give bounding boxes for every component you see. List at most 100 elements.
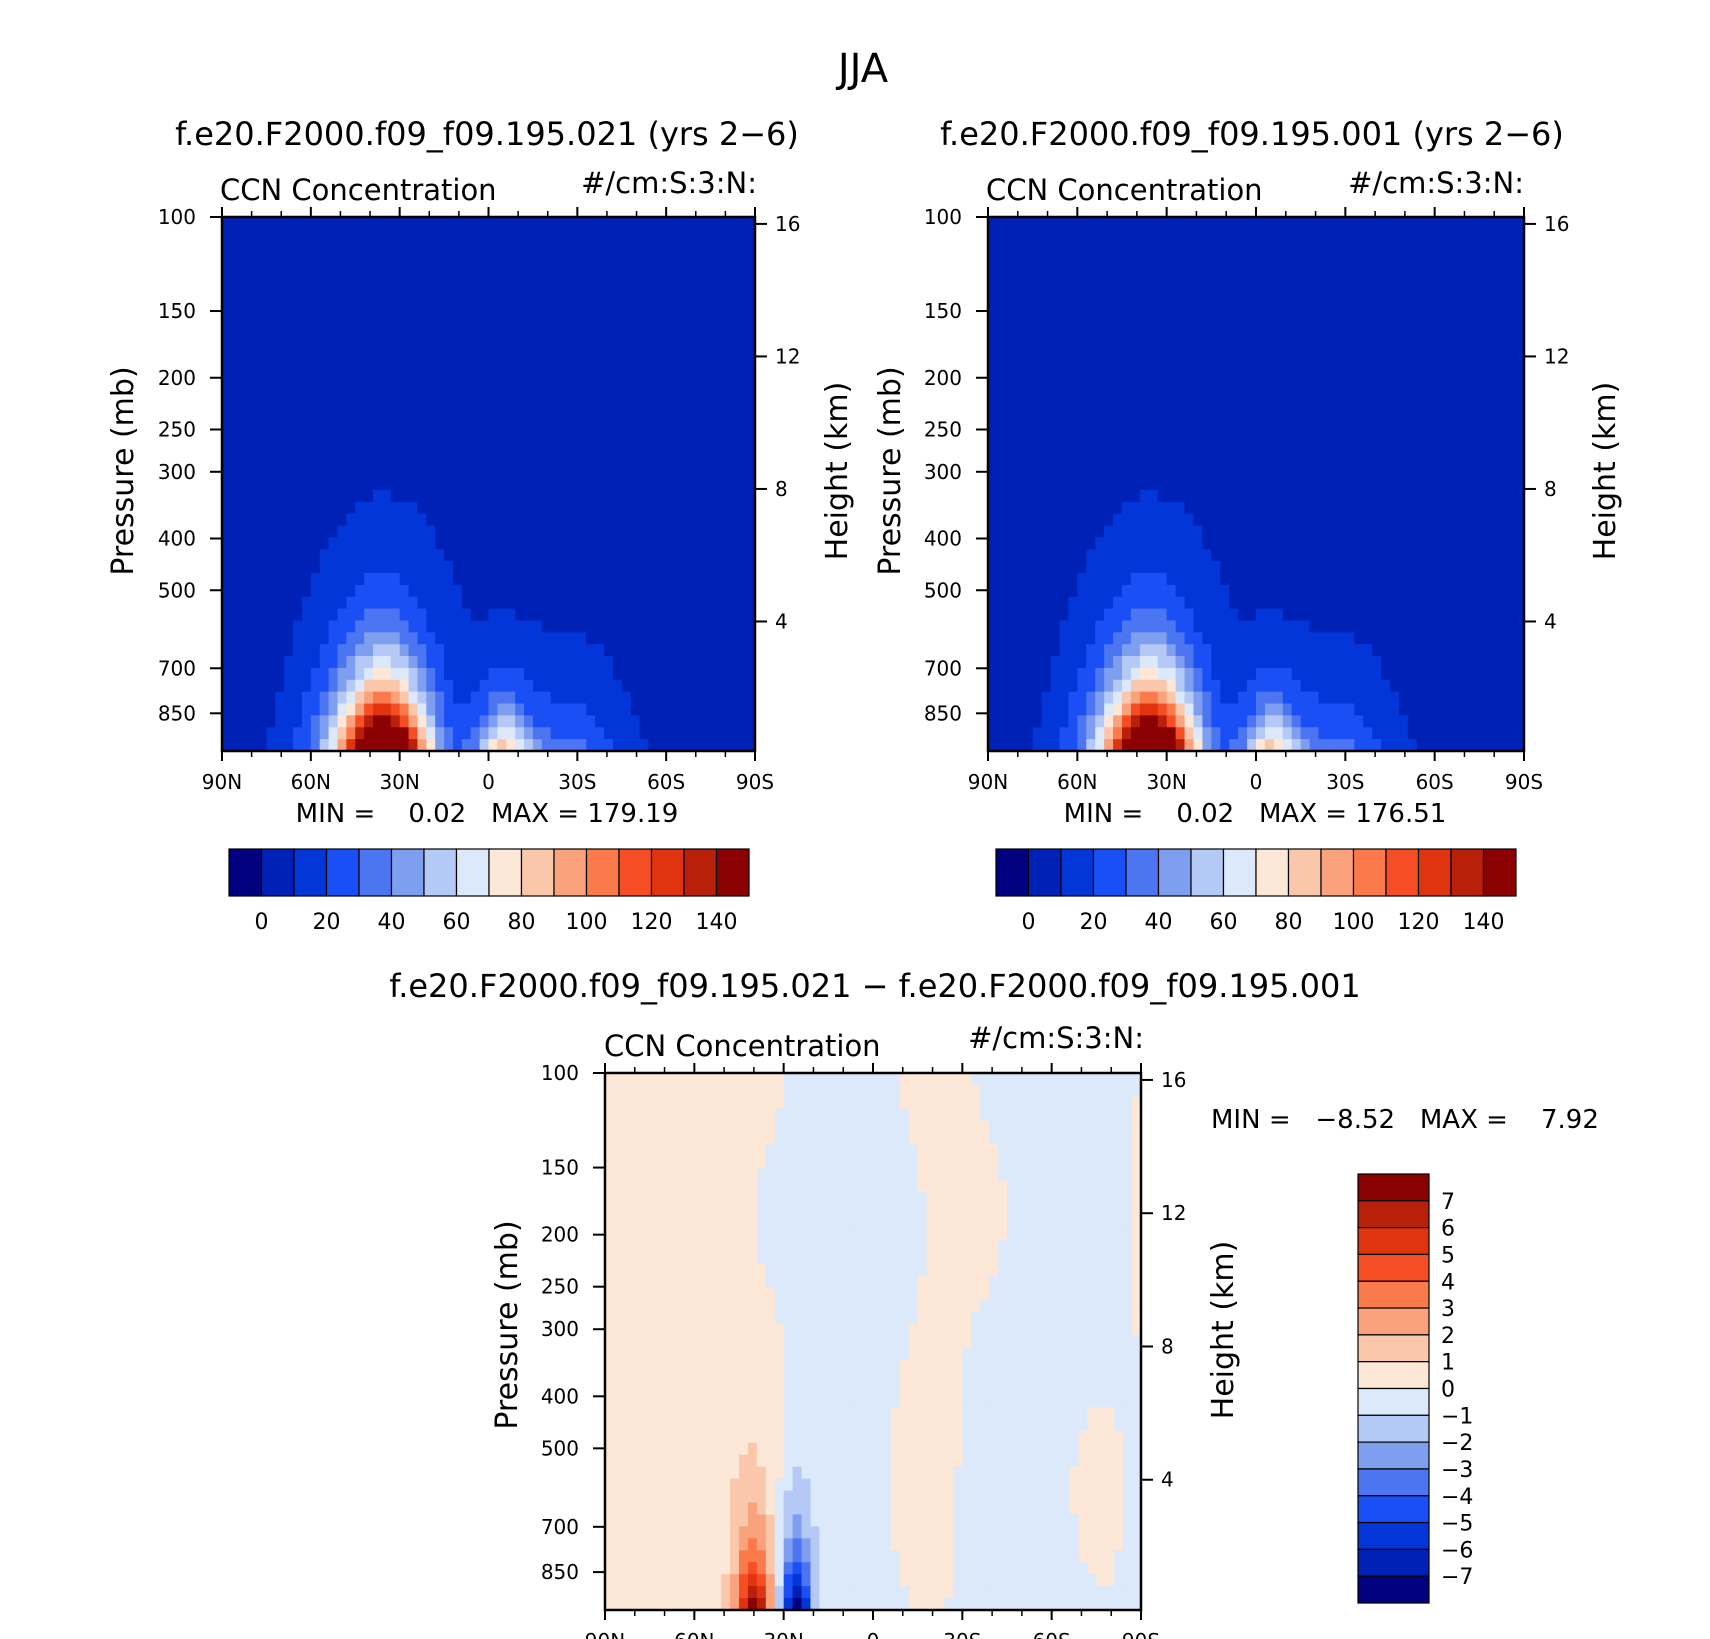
field-cell [1372, 596, 1382, 610]
field-cell [524, 501, 534, 515]
field-cell [746, 228, 756, 242]
field-cell [568, 656, 578, 669]
field-cell [1363, 359, 1373, 372]
field-cell [230, 739, 241, 752]
field-cell [444, 335, 454, 349]
field-cell [559, 620, 570, 633]
field-cell [1220, 489, 1230, 503]
field-cell [710, 264, 721, 277]
field-cell [1416, 228, 1427, 242]
field-cell [381, 252, 392, 266]
field-cell [301, 359, 312, 372]
field-cell [408, 525, 419, 538]
field-cell [1104, 359, 1114, 372]
field-cell [1291, 620, 1302, 633]
field-cell [337, 537, 347, 550]
field-cell [1202, 596, 1212, 610]
field-cell [1095, 478, 1105, 491]
field-cell [737, 335, 747, 349]
field-cell [1336, 608, 1346, 622]
field-cell [1050, 406, 1061, 420]
field-cell [639, 252, 649, 266]
field-cell [461, 311, 472, 325]
field-cell [390, 620, 401, 633]
field-cell [1202, 418, 1212, 432]
field-cell [1416, 240, 1427, 254]
field-cell [586, 335, 596, 349]
field-cell [666, 454, 676, 467]
field-cell [328, 596, 339, 610]
field-cell [1193, 596, 1203, 610]
field-cell [497, 240, 507, 254]
field-cell [1434, 430, 1445, 444]
field-cell [470, 620, 481, 633]
field-cell [1202, 288, 1212, 301]
field-cell [1336, 240, 1346, 254]
field-cell [1336, 252, 1346, 266]
field-cell [1166, 300, 1177, 313]
field-cell [390, 300, 401, 313]
field-cell [1148, 620, 1159, 633]
field-cell [1407, 549, 1418, 562]
field-cell [1318, 466, 1329, 479]
field-cell [524, 715, 534, 728]
field-cell [1032, 418, 1043, 432]
field-cell [408, 632, 419, 645]
field-cell [1515, 596, 1525, 610]
field-cell [1050, 573, 1061, 586]
field-cell [1005, 276, 1016, 289]
field-cell [230, 715, 241, 728]
field-cell [1327, 537, 1337, 550]
field-cell [1130, 430, 1141, 444]
field-cell [346, 679, 356, 693]
field-cell [1452, 584, 1463, 598]
field-cell [248, 311, 259, 325]
field-cell [239, 739, 250, 752]
field-cell [1372, 537, 1382, 550]
field-cell [988, 513, 998, 527]
field-cell [988, 573, 998, 586]
field-cell [1184, 300, 1195, 313]
field-cell [710, 549, 721, 562]
field-cell [1256, 335, 1266, 349]
field-cell [239, 513, 250, 527]
field-cell [1139, 383, 1150, 396]
field-cell [346, 228, 356, 242]
field-cell [301, 501, 312, 515]
field-cell [301, 549, 312, 562]
field-cell [701, 584, 712, 598]
field-cell [1327, 288, 1337, 301]
field-cell [1497, 442, 1507, 455]
field-cell [266, 418, 276, 432]
field-cell [230, 703, 241, 716]
field-cell [470, 644, 481, 657]
field-cell [603, 240, 614, 254]
field-cell [1300, 513, 1311, 527]
field-cell [506, 454, 516, 467]
field-cell [1068, 596, 1078, 610]
field-cell [1256, 454, 1266, 467]
field-cell [1273, 430, 1284, 444]
field-cell [1381, 549, 1391, 562]
field-cell [248, 418, 259, 432]
field-cell [1506, 561, 1516, 574]
field-cell [1345, 430, 1355, 444]
field-cell [1113, 395, 1123, 408]
field-cell [648, 300, 658, 313]
field-cell [1122, 371, 1132, 384]
field-cell [532, 727, 543, 740]
field-cell [1193, 549, 1203, 562]
field-cell [1461, 264, 1471, 277]
field-cell [284, 537, 294, 550]
field-cell [293, 418, 303, 432]
field-cell [1345, 537, 1355, 550]
field-cell [488, 335, 498, 349]
field-cell [996, 228, 1007, 242]
field-cell [559, 466, 570, 479]
field-cell [1434, 371, 1445, 384]
field-cell [248, 323, 259, 337]
field-cell [1014, 573, 1025, 586]
field-cell [390, 371, 401, 384]
field-cell [630, 489, 641, 503]
field-cell [1175, 276, 1186, 289]
